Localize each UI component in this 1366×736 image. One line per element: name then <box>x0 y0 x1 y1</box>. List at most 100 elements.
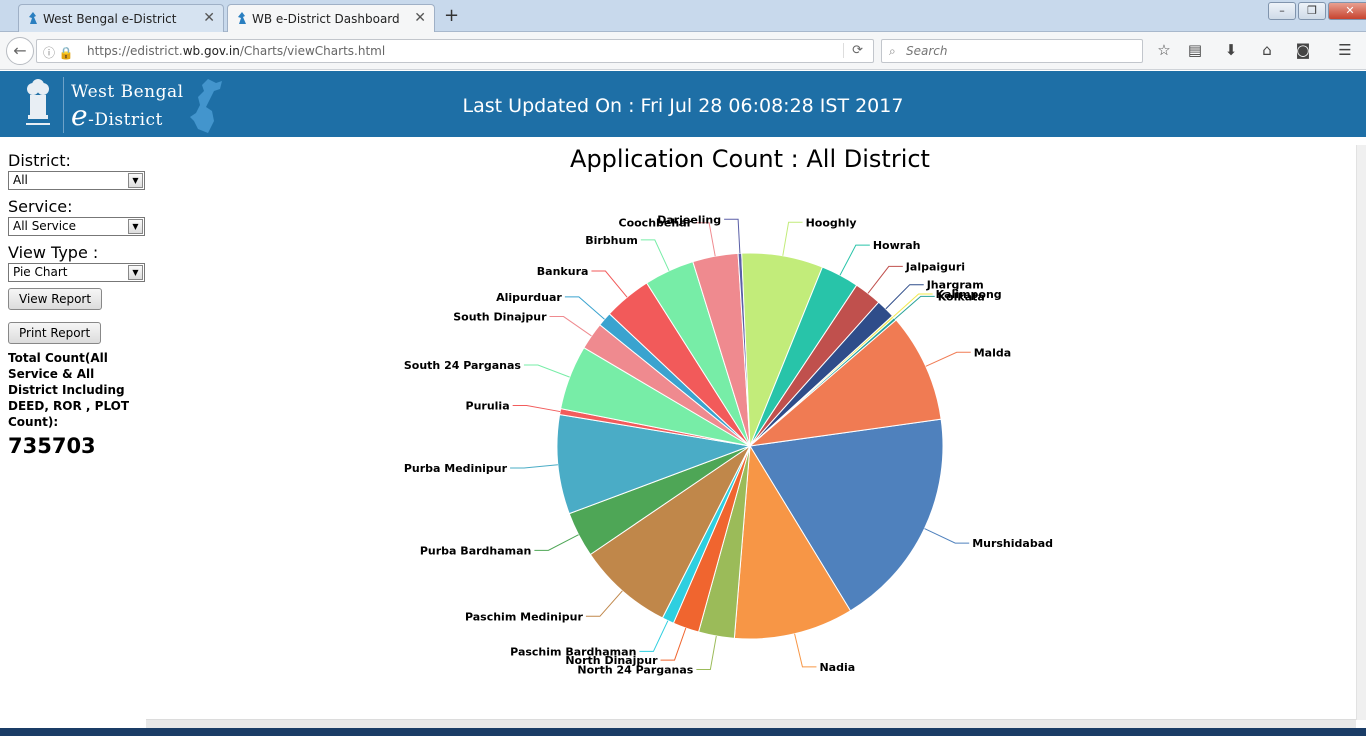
pocket-icon[interactable]: ◙ <box>1295 41 1311 59</box>
pie-leader-line <box>640 239 670 271</box>
horizontal-scrollbar[interactable] <box>146 719 1356 728</box>
pie-label: Kolkata <box>938 290 985 303</box>
tab-favicon-icon <box>238 12 246 24</box>
chart-title: Application Count : All District <box>570 145 930 173</box>
view-type-select[interactable]: Pie Chart ▼ <box>8 263 145 282</box>
pie-slice-nadia[interactable] <box>733 444 852 640</box>
pie-label: South 24 Parganas <box>404 359 522 372</box>
pie-leader-line <box>925 351 971 367</box>
dropdown-arrow-icon[interactable]: ▼ <box>128 173 143 188</box>
last-updated-text: Last Updated On : Fri Jul 28 06:08:28 IS… <box>462 95 904 117</box>
back-arrow-icon[interactable]: ← <box>6 37 34 65</box>
pie-label: South Dinajpur <box>453 311 547 324</box>
pie-label: Birbhum <box>585 234 638 247</box>
vertical-scrollbar[interactable] <box>1356 145 1366 720</box>
national-emblem-icon <box>26 79 50 125</box>
pie-label: North 24 Parganas <box>577 664 693 677</box>
search-icon: ⌕ <box>889 44 896 58</box>
pie-label: Paschim Medinipur <box>465 610 584 623</box>
service-select[interactable]: All Service ▼ <box>8 217 145 236</box>
view-type-label: View Type : <box>8 243 99 262</box>
pie-leader-line <box>893 293 933 318</box>
pie-slice-paschim-medinipur[interactable] <box>589 445 751 619</box>
pie-label: Jhargram <box>926 279 984 292</box>
pie-label: Purba Medinipur <box>404 462 508 475</box>
restore-button[interactable]: ❐ <box>1298 2 1326 20</box>
dropdown-arrow-icon[interactable]: ▼ <box>128 265 143 280</box>
pie-label: Coochbehar <box>619 217 693 230</box>
pie-leader-line <box>549 316 592 337</box>
pie-leader-line <box>782 221 803 256</box>
browser-tab-bar: West Bengal e-District ✕ WB e-District D… <box>0 0 1366 33</box>
pie-label: Howrah <box>873 239 921 252</box>
logo-text-edistrict: e-District <box>71 99 163 132</box>
district-select-value: All <box>13 173 28 187</box>
dropdown-arrow-icon[interactable]: ▼ <box>128 219 143 234</box>
logo-text-west-bengal: West Bengal <box>71 82 184 102</box>
pie-label: Malda <box>974 346 1011 359</box>
close-tab-icon[interactable]: ✕ <box>414 10 426 26</box>
tab-wb-edistrict-dashboard[interactable]: WB e-District Dashboard ✕ <box>227 4 435 33</box>
pie-leader-line <box>639 620 669 652</box>
search-input[interactable] <box>906 43 1136 59</box>
site-info-lock-icon[interactable]: ⓘ 🔒 <box>43 46 74 60</box>
url-text: https://edistrict.wb.gov.in/Charts/viewC… <box>87 44 386 58</box>
pie-label: Kalimpong <box>936 288 1002 301</box>
reading-list-icon[interactable]: ▤ <box>1187 41 1203 59</box>
pie-leader-line <box>894 295 935 320</box>
pie-label: Alipurduar <box>496 291 562 304</box>
download-icon[interactable]: ⬇ <box>1224 41 1238 59</box>
new-tab-button[interactable]: + <box>444 5 460 26</box>
tab-favicon-icon <box>29 12 37 24</box>
service-label: Service: <box>8 197 73 216</box>
tab-west-bengal-edistrict[interactable]: West Bengal e-District ✕ <box>18 4 224 32</box>
pie-label: Murshidabad <box>972 537 1053 550</box>
print-report-button[interactable]: Print Report <box>8 322 102 344</box>
pie-leader-line <box>924 528 970 544</box>
pie-leader-line <box>660 627 687 661</box>
pie-leader-line <box>564 296 605 320</box>
bookmark-star-icon[interactable]: ☆ <box>1157 41 1171 59</box>
pie-leader-line <box>839 244 870 276</box>
pie-label: Nadia <box>819 661 855 674</box>
pie-leader-line <box>591 270 628 298</box>
pie-leader-line <box>695 222 716 257</box>
pie-label: Paschim Bardhaman <box>510 645 636 658</box>
menu-icon[interactable]: ☰ <box>1338 41 1352 59</box>
tab-label: WB e-District Dashboard <box>252 12 400 26</box>
browser-nav-bar: ← ⓘ 🔒 https://edistrict.wb.gov.in/Charts… <box>0 32 1366 70</box>
pie-leader-line <box>794 633 817 668</box>
tab-label: West Bengal e-District <box>43 11 177 26</box>
view-report-button[interactable]: View Report <box>8 288 103 310</box>
filter-panel: District: All ▼ Service: All Service ▼ V… <box>8 150 148 458</box>
pie-leader-line <box>512 404 561 413</box>
close-window-button[interactable]: ✕ <box>1328 2 1366 20</box>
pie-slice-purba-medinipur[interactable] <box>556 413 752 515</box>
windows-taskbar <box>0 728 1366 736</box>
pie-label: North Dinajpur <box>565 654 658 667</box>
home-icon[interactable]: ⌂ <box>1262 41 1272 59</box>
site-header: West Bengal e-District Last Updated On :… <box>0 71 1366 137</box>
url-bar[interactable]: ⓘ 🔒 https://edistrict.wb.gov.in/Charts/v… <box>36 39 874 63</box>
total-count-value: 735703 <box>8 434 96 458</box>
pie-label: Bankura <box>537 265 589 278</box>
close-tab-icon[interactable]: ✕ <box>203 10 215 26</box>
pie-leader-line <box>696 635 717 671</box>
pie-label: Darjeeling <box>657 213 721 226</box>
view-type-select-value: Pie Chart <box>13 265 68 279</box>
search-box[interactable]: ⌕ <box>881 39 1143 63</box>
pie-label: Purba Bardhaman <box>420 544 532 557</box>
pie-label: Jalpaiguri <box>905 260 965 273</box>
reload-icon[interactable]: ⟳ <box>843 43 863 58</box>
pie-leader-line <box>534 534 579 551</box>
pie-leader-line <box>885 284 924 310</box>
pie-label: Purulia <box>466 399 510 412</box>
logo-divider <box>63 77 64 133</box>
district-select[interactable]: All ▼ <box>8 171 145 190</box>
service-select-value: All Service <box>13 219 77 233</box>
minimize-button[interactable]: – <box>1268 2 1296 20</box>
pie-leader-line <box>510 464 558 469</box>
west-bengal-map-icon <box>190 79 222 133</box>
district-label: District: <box>8 151 71 170</box>
